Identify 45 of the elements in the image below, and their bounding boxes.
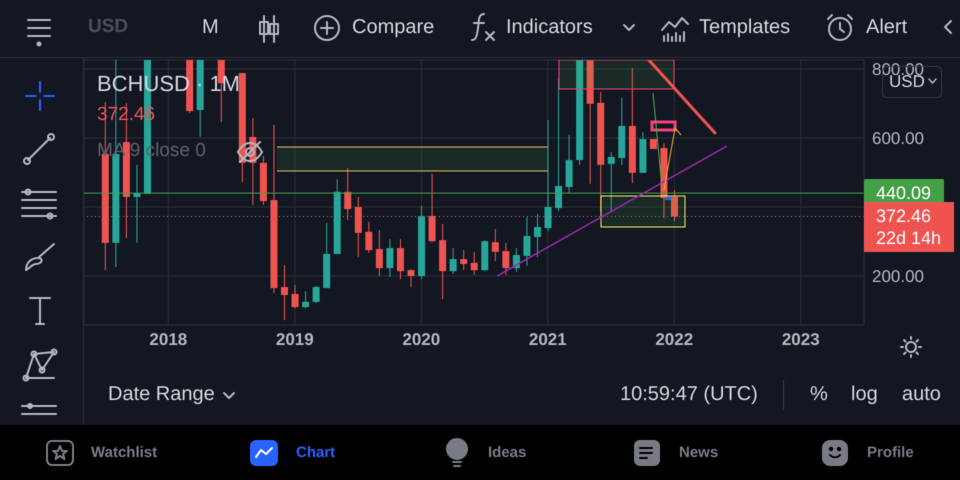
text: Compare bbox=[352, 16, 434, 39]
x-tick-label: 2023 bbox=[782, 330, 820, 350]
candlestick bbox=[312, 286, 320, 304]
candlestick bbox=[302, 290, 310, 309]
text: M bbox=[202, 16, 219, 39]
x-tick-label: 2021 bbox=[528, 330, 567, 350]
candlestick bbox=[555, 77, 562, 212]
candlestick bbox=[396, 238, 404, 280]
candlestick bbox=[450, 248, 457, 274]
x-tick-label: 2020 bbox=[402, 330, 440, 350]
text: Watchlist bbox=[91, 444, 158, 461]
text: Indicators bbox=[506, 16, 593, 39]
candlestick bbox=[523, 216, 530, 266]
x-tick-label: 2022 bbox=[655, 330, 694, 350]
text: Ideas bbox=[488, 444, 526, 461]
candlestick bbox=[407, 268, 414, 288]
candlestick bbox=[386, 238, 394, 278]
x-tick-label: 2019 bbox=[276, 330, 314, 350]
y-tick-label: 200.00 bbox=[872, 267, 924, 286]
x-tick-label: 2018 bbox=[149, 330, 188, 350]
ref-line-label: 440.09 bbox=[876, 182, 932, 204]
candlestick bbox=[502, 242, 510, 276]
text: Templates bbox=[699, 16, 790, 39]
y-tick-label: 600.00 bbox=[872, 129, 924, 148]
candlestick bbox=[608, 152, 615, 212]
candlestick bbox=[534, 213, 541, 258]
text: Profile bbox=[867, 444, 914, 461]
candlestick bbox=[376, 230, 383, 277]
candlestick bbox=[492, 228, 499, 262]
candlestick bbox=[365, 221, 372, 254]
candlestick bbox=[292, 284, 299, 309]
text: Alert bbox=[866, 16, 908, 39]
text: 22d 14h bbox=[876, 227, 942, 250]
text: % bbox=[810, 383, 828, 406]
text: News bbox=[679, 444, 718, 461]
text: Date Range bbox=[108, 383, 215, 406]
candlestick bbox=[281, 264, 288, 321]
candlestick bbox=[460, 250, 468, 271]
candlestick bbox=[133, 164, 140, 244]
ref-line-label: 372.46 bbox=[876, 205, 932, 228]
text: log bbox=[851, 383, 878, 406]
text: 10:59:47 (UTC) bbox=[620, 383, 758, 406]
text: Chart bbox=[296, 444, 336, 461]
candlestick bbox=[470, 251, 478, 276]
text: auto bbox=[902, 383, 941, 406]
